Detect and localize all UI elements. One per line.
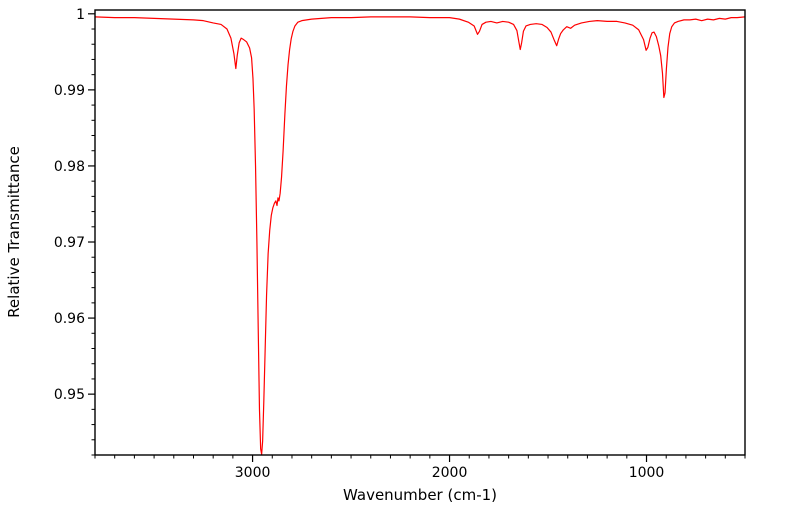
x-tick-label: 1000 xyxy=(629,465,665,481)
plot-frame xyxy=(94,9,746,456)
y-axis-label: Relative Transmittance xyxy=(5,146,23,318)
y-tick-label: 0.98 xyxy=(54,159,85,175)
y-tick-label: 0.99 xyxy=(54,83,85,99)
y-tick-label: 1 xyxy=(76,7,85,23)
y-tick-label: 0.96 xyxy=(54,311,85,327)
x-tick-label: 3000 xyxy=(235,465,271,481)
spectrum-line xyxy=(95,16,745,455)
x-tick-label: 2000 xyxy=(432,465,468,481)
y-tick-label: 0.97 xyxy=(54,235,85,251)
x-axis-label: Wavenumber (cm-1) xyxy=(343,486,497,504)
y-tick-label: 0.95 xyxy=(54,387,85,403)
